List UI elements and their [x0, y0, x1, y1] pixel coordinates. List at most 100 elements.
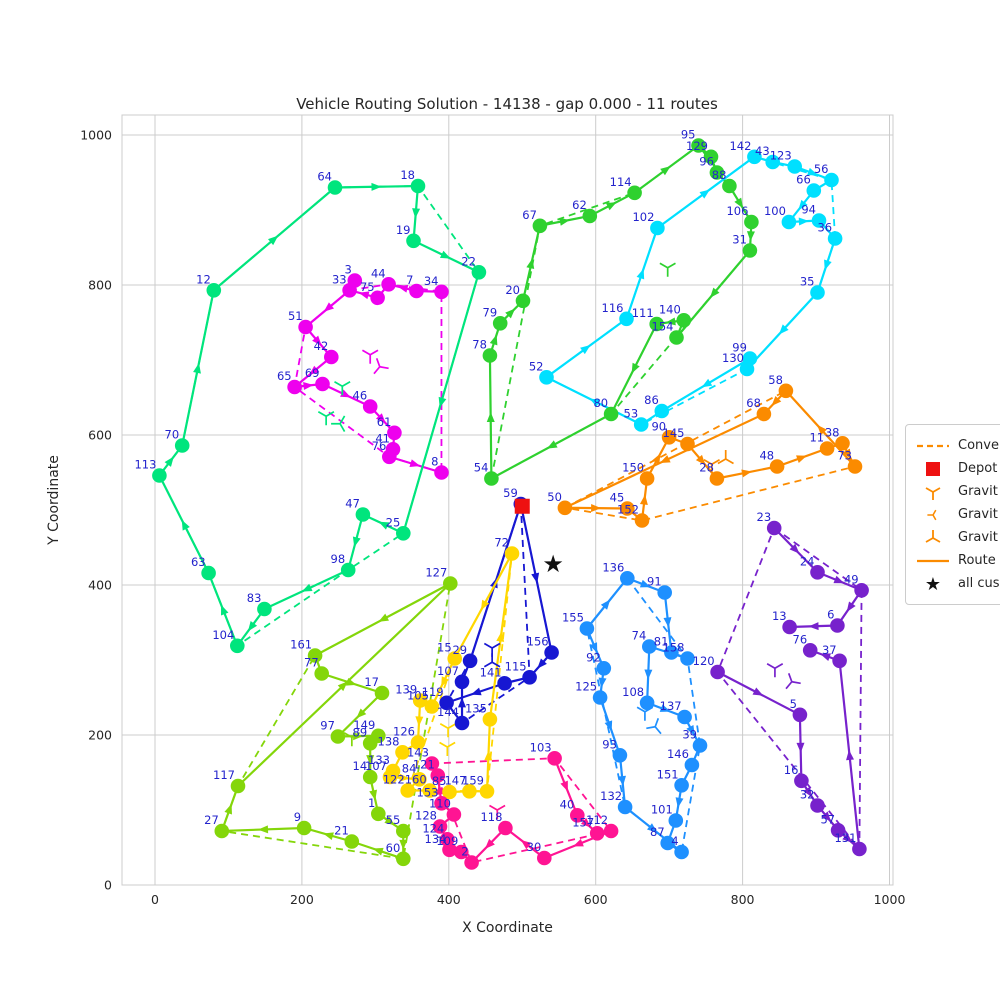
route-arrow	[660, 166, 671, 176]
route-arrow	[631, 362, 640, 374]
node-label: 137	[660, 699, 682, 713]
node-label: 116	[602, 301, 624, 315]
customer-node	[830, 823, 846, 838]
x-tick-label: 400	[437, 892, 461, 907]
node-label: 133	[368, 753, 390, 767]
node-label: 44	[371, 266, 386, 280]
route-arrow	[303, 382, 314, 391]
customer-node	[827, 231, 843, 246]
node-label: 161	[290, 638, 312, 652]
node-label: 96	[699, 155, 714, 169]
node-label: 62	[572, 198, 587, 212]
customer-node	[854, 583, 869, 598]
node-label: 73	[837, 449, 852, 463]
node-label: 93	[602, 737, 617, 751]
customer-node	[794, 773, 809, 789]
route-arrow	[490, 577, 498, 589]
customer-node	[639, 695, 655, 711]
gravity-marker	[317, 411, 335, 426]
customer-node	[387, 425, 402, 441]
customer-node	[410, 735, 426, 750]
route-arrow	[352, 536, 361, 548]
node-label: 90	[651, 419, 666, 433]
route-arrow	[833, 575, 845, 584]
legend-label: Conve	[958, 438, 999, 453]
legend-label: all cus	[958, 576, 1000, 591]
route-arrow	[842, 448, 852, 460]
node-label: 57	[820, 812, 835, 826]
node-label: 104	[212, 628, 234, 642]
node-label: 122	[383, 773, 405, 787]
customer-node	[395, 745, 410, 760]
svg-text:★: ★	[925, 574, 941, 594]
customer-node	[570, 808, 585, 823]
route-arrow	[458, 697, 466, 708]
node-label: 99	[732, 341, 747, 355]
node-label: 50	[547, 490, 562, 504]
customer-node	[382, 449, 397, 465]
customer-node	[439, 695, 454, 711]
depot-square-icon	[916, 459, 950, 479]
route-arrow	[665, 317, 676, 326]
node-label: 114	[610, 175, 632, 189]
customer-node	[432, 819, 448, 834]
route-arrow	[709, 287, 720, 298]
customer-node	[400, 783, 416, 798]
customer-node	[627, 185, 642, 201]
route-arrow	[817, 424, 827, 435]
node-label: 55	[386, 813, 401, 827]
node-label: 113	[134, 458, 156, 472]
node-label: 117	[213, 768, 235, 782]
route-arrow	[846, 749, 855, 761]
gravity-marker	[703, 459, 720, 474]
node-label: 67	[522, 208, 537, 222]
customer-node	[664, 645, 679, 660]
node-label: 108	[622, 685, 644, 699]
gravity-marker	[646, 717, 662, 735]
customer-node	[669, 330, 684, 345]
customer-node	[406, 233, 421, 249]
customer-node	[810, 798, 825, 813]
route-arrow	[439, 250, 451, 259]
node-label: 39	[682, 728, 697, 742]
customer-node	[674, 844, 689, 860]
customer-node	[454, 715, 470, 731]
customer-node	[603, 823, 619, 839]
route-arrow	[639, 579, 651, 588]
node-label: 32	[800, 788, 815, 802]
route-arrow	[771, 396, 782, 407]
node-label: 16	[784, 763, 799, 777]
route-arrow	[746, 231, 755, 242]
route-arrow	[796, 742, 805, 753]
customer-node	[446, 807, 462, 822]
node-label: 126	[393, 725, 415, 739]
customer-node	[462, 784, 477, 799]
route-arrow	[441, 676, 450, 688]
node-label: 63	[191, 555, 206, 569]
node-label: 85	[432, 774, 447, 788]
node-label: 146	[667, 747, 689, 761]
node-label: 81	[654, 635, 669, 649]
customer-node	[443, 576, 458, 591]
node-label: 72	[494, 536, 509, 550]
customer-node	[649, 316, 664, 332]
gravity-marker	[331, 415, 346, 432]
node-label: 97	[320, 719, 335, 733]
customer-node	[691, 138, 706, 153]
y-tick-label: 1000	[80, 128, 112, 143]
node-label: 98	[331, 552, 346, 566]
route-arrow	[247, 621, 258, 632]
route-arrow	[846, 601, 856, 613]
route-arrow	[803, 786, 813, 798]
customer-node	[434, 796, 449, 811]
node-label: 118	[480, 810, 502, 824]
node-label: 145	[663, 426, 685, 440]
route-arrow	[399, 773, 410, 782]
node-label: 30	[527, 840, 542, 854]
gravity-marker	[489, 804, 506, 819]
customer-node	[201, 565, 216, 581]
customer-node	[847, 459, 863, 474]
route-arrow	[438, 396, 447, 408]
customer-node	[374, 685, 390, 701]
y-axis-label: Y Coordinate	[46, 455, 62, 546]
